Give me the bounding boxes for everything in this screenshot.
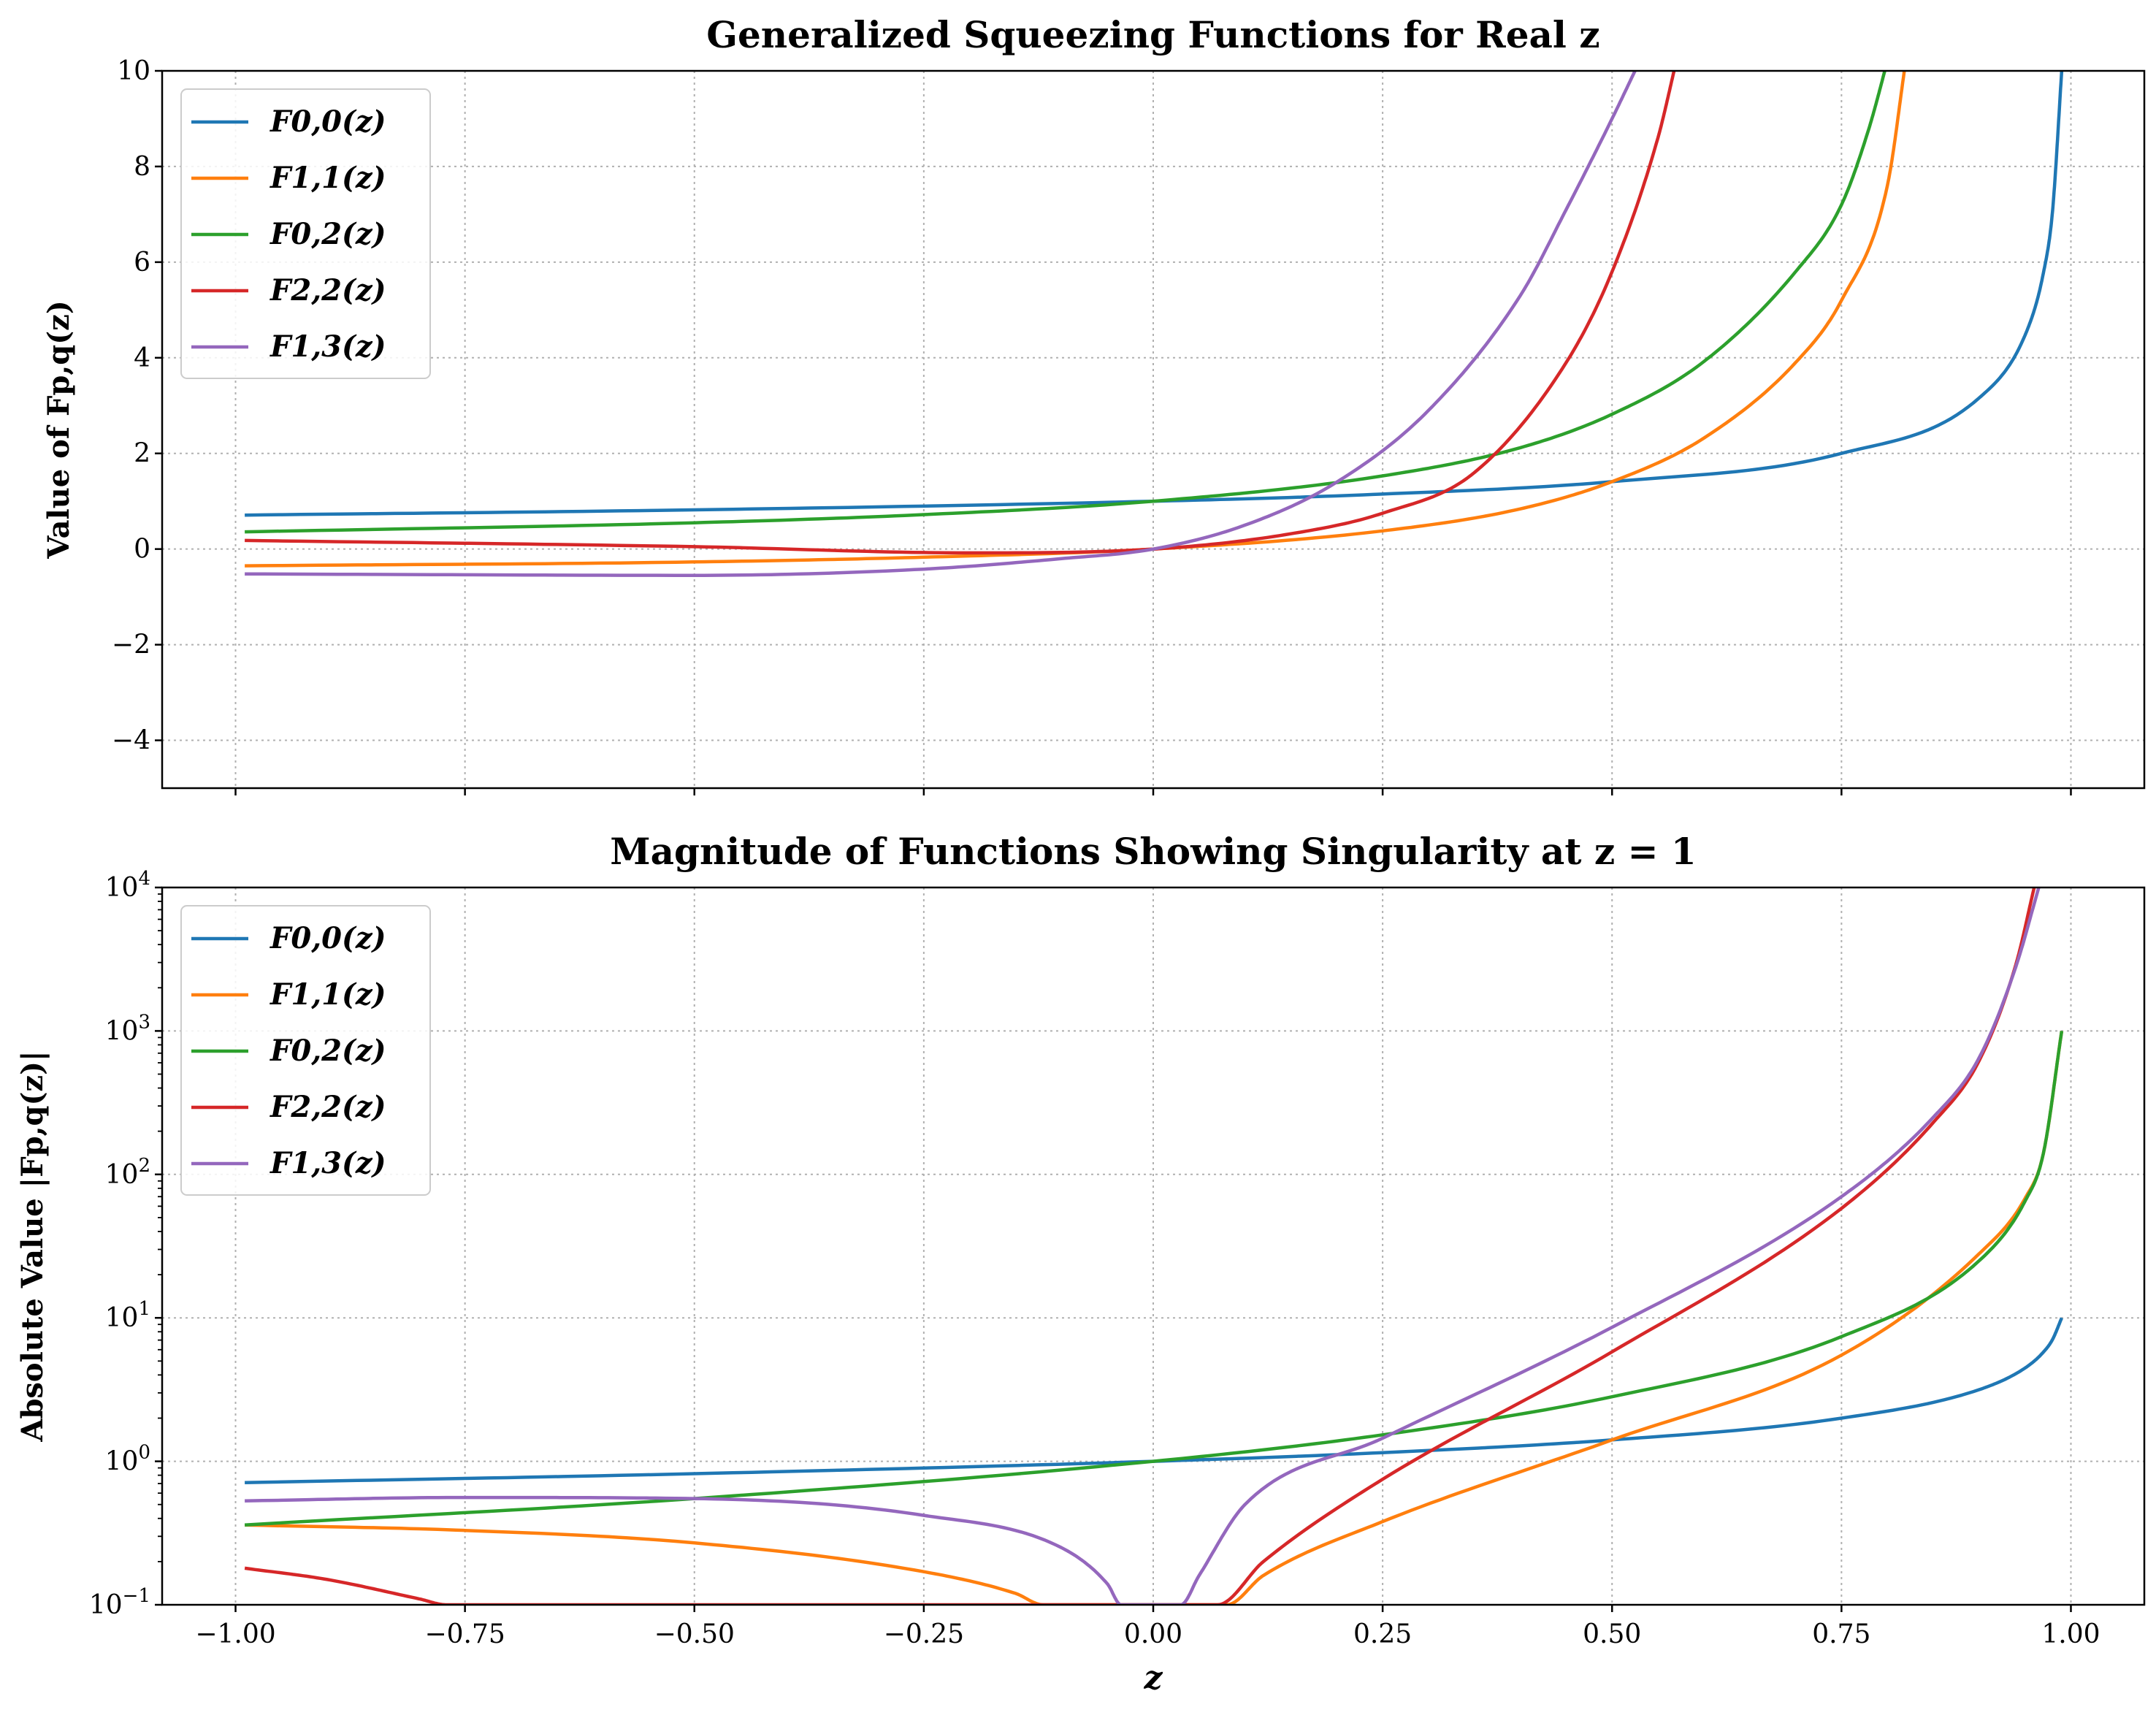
x-tick-label: −0.50 (654, 1619, 735, 1649)
bottom-line-F11 (245, 1031, 2064, 1605)
top-y-tick-label: 4 (134, 343, 150, 373)
top-line-F13 (245, 71, 1637, 577)
bottom-legend-label-F22: F2,2(z) (270, 1090, 386, 1124)
x-tick-label: 0.25 (1353, 1619, 1412, 1649)
top-y-tick-label: 2 (134, 439, 150, 469)
bottom-y-tick-label: 103 (105, 1011, 150, 1046)
top-y-tick-label: 8 (134, 152, 150, 182)
bottom-chart-title: Magnitude of Functions Showing Singulari… (610, 830, 1696, 873)
x-tick-label: −0.25 (884, 1619, 964, 1649)
top-y-tick-label: 0 (134, 535, 150, 565)
x-tick-label: −0.75 (424, 1619, 505, 1649)
top-line-F00 (245, 71, 2064, 517)
top-y-tick-label: −4 (112, 726, 150, 756)
bottom-line-F00 (245, 1317, 2063, 1485)
top-grid (162, 70, 2144, 788)
top-line-F11 (245, 71, 1906, 568)
bottom-y-tick-label: 104 (105, 868, 150, 903)
top-chart-title: Generalized Squeezing Functions for Real… (706, 13, 1599, 56)
x-tick-label: 0.75 (1812, 1619, 1870, 1649)
bottom-y-tick-label: 100 (105, 1442, 150, 1477)
top-y-tick-label: 6 (134, 248, 150, 278)
bottom-legend-label-F02: F0,2(z) (270, 1034, 386, 1068)
top-line-F02 (245, 71, 1886, 534)
bottom-y-tick-label: 102 (105, 1155, 150, 1190)
bottom-legend: F0,0(z) F1,1(z) F0,2(z) F2,2(z) F1,3(z) (180, 905, 431, 1196)
top-legend-label-F02: F0,2(z) (270, 217, 386, 251)
top-legend-label-F00: F0,0(z) (270, 104, 386, 139)
bottom-legend-label-F11: F1,1(z) (270, 977, 386, 1012)
bottom-y-axis-label: Absolute Value |Fp,q(z)| (15, 1050, 50, 1442)
bottom-legend-label-F13: F1,3(z) (270, 1146, 386, 1180)
x-tick-label: 0.50 (1583, 1619, 1641, 1649)
top-y-axis-label: Value of Fp,q(z) (42, 300, 76, 560)
top-legend-label-F11: F1,1(z) (270, 161, 386, 195)
top-series-group (245, 71, 2064, 577)
top-legend: F0,0(z) F1,1(z) F0,2(z) F2,2(z) F1,3(z) (180, 88, 431, 379)
x-tick-label: 1.00 (2041, 1619, 2100, 1649)
x-axis-label: z (1144, 1660, 1163, 1697)
top-legend-box (180, 88, 431, 379)
x-tick-label: −1.00 (195, 1619, 275, 1649)
top-y-tick-label: −2 (112, 630, 150, 660)
bottom-y-tick-label: 10−1 (89, 1585, 150, 1620)
bottom-grid (162, 887, 2144, 1606)
top-axis-ticks: −4 −2 0 2 4 6 8 10 (112, 56, 2072, 795)
top-y-tick-label: 10 (117, 56, 150, 86)
top-line-F22 (245, 71, 1676, 555)
top-legend-label-F13: F1,3(z) (270, 329, 386, 364)
bottom-series-group (244, 887, 2064, 1605)
x-tick-label: 0.00 (1124, 1619, 1182, 1649)
bottom-line-F13 (245, 887, 2041, 1605)
bottom-chart-panel: Magnitude of Functions Showing Singulari… (15, 830, 2146, 1697)
bottom-y-tick-label: 101 (105, 1298, 150, 1333)
top-legend-label-F22: F2,2(z) (270, 273, 386, 308)
bottom-legend-box (180, 905, 431, 1196)
bottom-legend-label-F00: F0,0(z) (270, 921, 386, 955)
top-chart-panel: Generalized Squeezing Functions for Real… (42, 13, 2146, 795)
bottom-axis-ticks: −1.00 −0.75 −0.50 −0.25 0.00 0.25 0.50 0.75 1.00… (89, 868, 2100, 1649)
bottom-line-F02 (244, 1031, 2064, 1527)
